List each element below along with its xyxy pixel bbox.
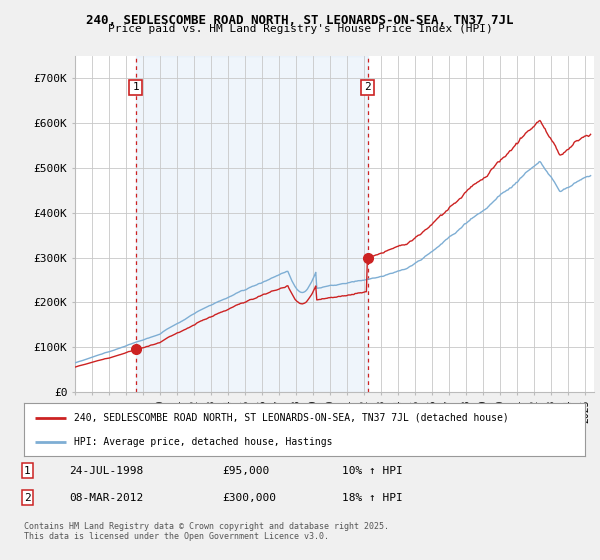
Text: £95,000: £95,000 [222,466,269,476]
Text: 240, SEDLESCOMBE ROAD NORTH, ST LEONARDS-ON-SEA, TN37 7JL: 240, SEDLESCOMBE ROAD NORTH, ST LEONARDS… [86,14,514,27]
Text: 1: 1 [132,82,139,92]
Text: 08-MAR-2012: 08-MAR-2012 [69,493,143,503]
Bar [136,56,368,392]
Text: £300,000: £300,000 [222,493,276,503]
Text: 10% ↑ HPI: 10% ↑ HPI [342,466,403,476]
Text: 240, SEDLESCOMBE ROAD NORTH, ST LEONARDS-ON-SEA, TN37 7JL (detached house): 240, SEDLESCOMBE ROAD NORTH, ST LEONARDS… [74,413,509,423]
Text: Contains HM Land Registry data © Crown copyright and database right 2025.
This d: Contains HM Land Registry data © Crown c… [24,522,389,542]
Text: 18% ↑ HPI: 18% ↑ HPI [342,493,403,503]
Text: HPI: Average price, detached house, Hastings: HPI: Average price, detached house, Hast… [74,437,333,447]
Text: Price paid vs. HM Land Registry's House Price Index (HPI): Price paid vs. HM Land Registry's House … [107,24,493,34]
Text: 2: 2 [24,493,31,503]
Text: 1: 1 [24,466,31,476]
Text: 2: 2 [364,82,371,92]
Text: 24-JUL-1998: 24-JUL-1998 [69,466,143,476]
